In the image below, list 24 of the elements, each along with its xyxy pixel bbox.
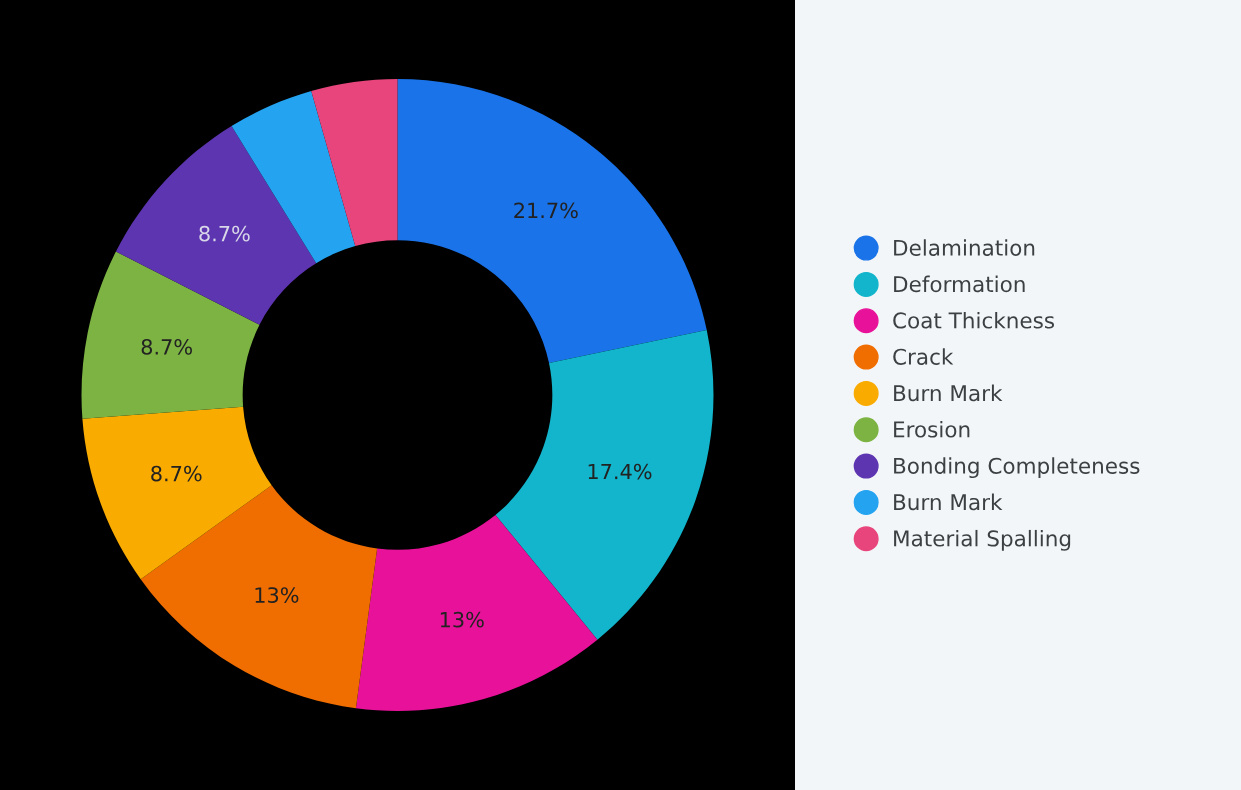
data-label: 8.7% <box>199 225 250 242</box>
legend-label: Deformation <box>894 275 1025 293</box>
donut-slice <box>355 514 598 711</box>
legend-label: Bonding Completeness <box>894 457 1140 479</box>
donut-slice <box>81 251 260 419</box>
donut-slice <box>82 406 272 580</box>
legend-label: Burn Mark <box>894 493 1003 511</box>
donut-slice <box>140 485 378 709</box>
data-label: 13% <box>440 611 484 628</box>
legend-label: Delamination <box>894 239 1035 256</box>
donut-slice <box>311 79 398 247</box>
donut-slice <box>397 79 707 364</box>
data-label: 8.7% <box>141 339 192 355</box>
legend-label: Coat Thickness <box>893 311 1055 329</box>
data-label: 17.4% <box>588 463 652 480</box>
legend-label: Erosion <box>894 420 970 438</box>
donut-slice <box>115 126 317 325</box>
data-label: 21.7% <box>514 202 578 219</box>
legend-label: Crack <box>893 348 954 365</box>
data-label: 13% <box>255 587 299 603</box>
legend-label: Burn Mark <box>894 384 1003 402</box>
donut-slice <box>495 329 714 640</box>
legend-label: Material Spalling <box>894 529 1071 551</box>
data-label: 8.7% <box>151 465 202 482</box>
